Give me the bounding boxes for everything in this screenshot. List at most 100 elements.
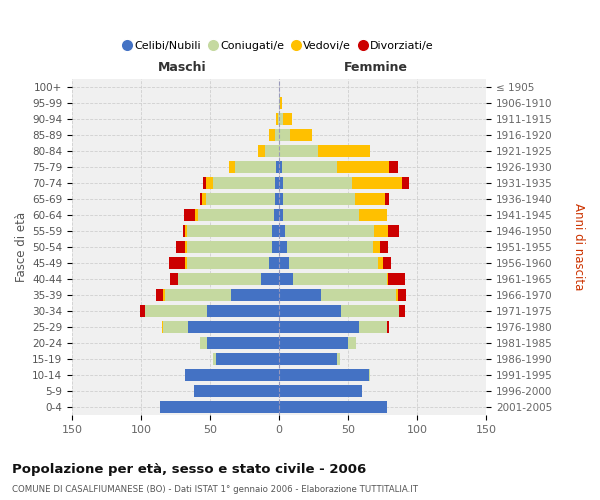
Bar	[279, 241, 287, 253]
Bar	[200, 193, 202, 205]
Bar	[157, 289, 163, 301]
Bar	[185, 257, 187, 269]
Bar	[279, 113, 283, 125]
Bar	[272, 241, 279, 253]
Bar	[380, 241, 388, 253]
Bar	[279, 353, 337, 365]
Bar	[283, 113, 292, 125]
Bar	[389, 161, 398, 173]
Bar	[283, 209, 359, 221]
Bar	[388, 273, 404, 285]
Bar	[194, 385, 279, 398]
Bar	[279, 209, 283, 221]
Bar	[198, 209, 274, 221]
Bar	[374, 225, 388, 237]
Bar	[279, 273, 293, 285]
Bar	[187, 241, 272, 253]
Bar	[275, 193, 279, 205]
Bar	[145, 305, 208, 317]
Y-axis label: Anni di nascita: Anni di nascita	[572, 204, 585, 291]
Bar	[283, 177, 352, 189]
Bar	[383, 257, 391, 269]
Bar	[229, 161, 235, 173]
Bar	[283, 193, 355, 205]
Bar	[279, 129, 290, 141]
Bar	[176, 241, 185, 253]
Bar	[215, 353, 279, 365]
Bar	[213, 353, 215, 365]
Bar	[369, 369, 370, 381]
Bar	[178, 273, 261, 285]
Bar	[385, 193, 389, 205]
Text: COMUNE DI CASALFIUMANESE (BO) - Dati ISTAT 1° gennaio 2006 - Elaborazione TUTTIT: COMUNE DI CASALFIUMANESE (BO) - Dati IST…	[12, 485, 418, 494]
Bar	[277, 113, 278, 125]
Text: Popolazione per età, sesso e stato civile - 2006: Popolazione per età, sesso e stato civil…	[12, 462, 366, 475]
Bar	[272, 225, 279, 237]
Bar	[231, 289, 279, 301]
Bar	[355, 193, 385, 205]
Bar	[182, 225, 185, 237]
Bar	[359, 321, 387, 333]
Bar	[289, 257, 379, 269]
Bar	[279, 257, 289, 269]
Bar	[185, 241, 187, 253]
Bar	[162, 321, 163, 333]
Bar	[279, 402, 387, 413]
Bar	[206, 193, 275, 205]
Bar	[279, 161, 282, 173]
Bar	[279, 321, 359, 333]
Bar	[195, 209, 198, 221]
Bar	[287, 241, 373, 253]
Bar	[290, 129, 312, 141]
Bar	[388, 225, 399, 237]
Bar	[202, 193, 206, 205]
Bar	[352, 177, 402, 189]
Bar	[279, 177, 283, 189]
Bar	[278, 113, 279, 125]
Bar	[337, 353, 340, 365]
Bar	[274, 209, 279, 221]
Bar	[163, 289, 164, 301]
Bar	[269, 257, 279, 269]
Text: Femmine: Femmine	[344, 61, 407, 74]
Bar	[398, 289, 406, 301]
Bar	[259, 145, 265, 157]
Bar	[187, 257, 269, 269]
Bar	[279, 145, 318, 157]
Bar	[275, 177, 279, 189]
Bar	[279, 289, 320, 301]
Bar	[402, 177, 409, 189]
Bar	[318, 145, 370, 157]
Bar	[279, 385, 362, 398]
Y-axis label: Fasce di età: Fasce di età	[15, 212, 28, 282]
Bar	[187, 225, 272, 237]
Bar	[275, 129, 279, 141]
Bar	[269, 129, 275, 141]
Text: Maschi: Maschi	[158, 61, 207, 74]
Bar	[348, 337, 356, 349]
Bar	[397, 289, 398, 301]
Bar	[373, 241, 380, 253]
Bar	[185, 369, 279, 381]
Bar	[200, 337, 208, 349]
Bar	[163, 321, 188, 333]
Bar	[184, 209, 195, 221]
Bar	[185, 225, 187, 237]
Bar	[203, 177, 206, 189]
Bar	[387, 273, 388, 285]
Bar	[213, 177, 275, 189]
Bar	[208, 305, 279, 317]
Bar	[359, 209, 387, 221]
Bar	[293, 273, 387, 285]
Bar	[170, 273, 178, 285]
Bar	[320, 289, 397, 301]
Bar	[279, 225, 284, 237]
Bar	[140, 305, 145, 317]
Bar	[277, 161, 279, 173]
Bar	[279, 369, 369, 381]
Bar	[337, 161, 389, 173]
Bar	[279, 305, 341, 317]
Bar	[280, 97, 282, 109]
Bar	[279, 97, 280, 109]
Bar	[169, 257, 185, 269]
